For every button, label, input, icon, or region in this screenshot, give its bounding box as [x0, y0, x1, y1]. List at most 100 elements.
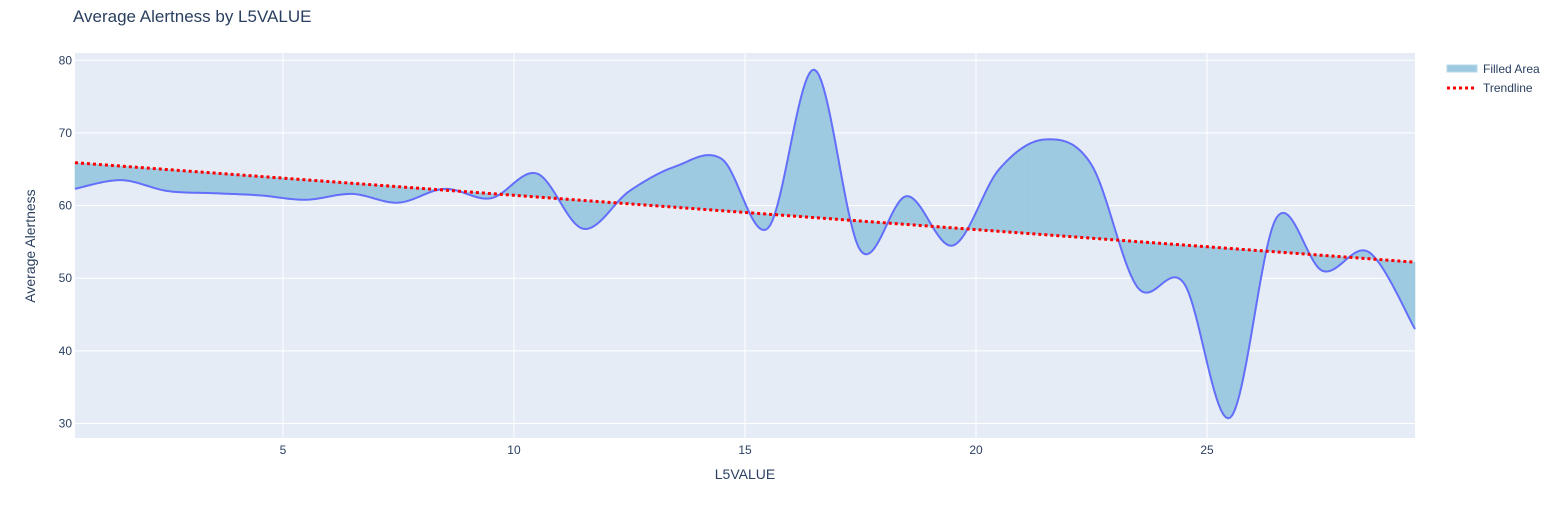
filled-area-segment — [1276, 214, 1279, 253]
filled-area-segment — [137, 166, 140, 184]
filled-area-segment — [194, 171, 198, 194]
filled-area-segment — [680, 163, 683, 209]
legend-item-trendline[interactable]: Trendline — [1447, 81, 1533, 95]
filled-area-segment — [1289, 216, 1293, 254]
filled-area-segment — [527, 172, 531, 197]
filled-area-segment — [1068, 142, 1072, 237]
filled-area-segment — [1079, 149, 1083, 238]
filled-area-segment — [1086, 157, 1090, 239]
filled-area-segment — [148, 167, 152, 188]
filled-area-segment — [358, 183, 362, 196]
filled-area-segment — [1132, 240, 1136, 285]
filled-area-segment — [224, 173, 228, 195]
filled-area-segment — [1195, 245, 1199, 324]
filled-area-segment — [236, 174, 240, 195]
filled-area-segment — [301, 179, 305, 201]
filled-area-segment — [1040, 139, 1044, 235]
filled-area-segment — [1326, 255, 1330, 272]
filled-area-segment — [576, 199, 579, 228]
y-tick-label: 60 — [59, 199, 73, 213]
filled-area-segment — [391, 185, 395, 203]
filled-area-segment — [1038, 139, 1042, 235]
filled-area-segment — [712, 154, 716, 211]
trendline-series — [74, 161, 1416, 264]
filled-area-segment — [1172, 243, 1176, 278]
filled-area-segment — [656, 172, 660, 207]
filled-area-segment — [1017, 148, 1021, 234]
legend[interactable]: Filled Area Trendline — [1446, 62, 1540, 95]
filled-area-segment — [1155, 242, 1159, 289]
filled-area-segment — [229, 173, 233, 195]
filled-area-segment — [372, 184, 376, 200]
filled-area-segment — [1406, 261, 1410, 318]
y-tick-label: 50 — [59, 271, 73, 285]
filled-area-segment — [1218, 247, 1222, 411]
filled-area-segment — [157, 168, 161, 191]
filled-area-segment — [1209, 246, 1212, 382]
filled-area-segment — [1287, 214, 1291, 254]
filled-area-segment — [338, 181, 341, 196]
filled-area-segment — [633, 185, 637, 205]
filled-area-segment — [1213, 246, 1217, 398]
filled-area-segment — [1061, 140, 1065, 237]
filled-area-segment — [187, 170, 191, 193]
filled-area-segment — [1075, 145, 1078, 238]
filled-area-segment — [1199, 245, 1203, 344]
filled-area-segment — [254, 175, 258, 196]
filled-area-segment — [522, 174, 526, 197]
filled-area-segment — [275, 177, 279, 198]
filled-area-segment — [585, 200, 589, 230]
filled-area-segment — [1015, 150, 1018, 234]
filled-area-segment — [668, 167, 672, 208]
filled-area-segment — [252, 175, 256, 196]
filled-area-segment — [1149, 242, 1152, 293]
filled-area-segment — [345, 182, 348, 195]
filled-area-segment — [726, 162, 730, 212]
filled-area-segment — [675, 165, 679, 208]
filled-area-segment — [1142, 241, 1145, 293]
filled-area-segment — [1082, 151, 1085, 238]
filled-area-segment — [1278, 212, 1282, 253]
filled-area-segment — [250, 175, 254, 196]
filled-area-segment — [1165, 243, 1169, 282]
filled-area-segment — [1063, 140, 1067, 237]
filled-area-segment — [342, 182, 346, 195]
filled-area-segment — [155, 168, 159, 190]
filled-area-segment — [1236, 248, 1240, 404]
filled-area-segment — [529, 172, 533, 197]
filled-area-segment — [1045, 139, 1048, 236]
filled-area-segment — [689, 158, 693, 209]
filled-area-segment — [312, 180, 316, 200]
filled-area-segment — [402, 186, 406, 203]
filled-area-segment — [204, 171, 207, 194]
legend-label-trendline: Trendline — [1483, 81, 1533, 95]
filled-area-segment — [862, 220, 866, 255]
filled-area-segment — [1413, 261, 1416, 331]
filled-area-segment — [174, 169, 177, 193]
filled-area-segment — [192, 171, 196, 194]
trendline — [74, 161, 1416, 264]
legend-item-filled-area[interactable]: Filled Area — [1446, 62, 1540, 76]
filled-area-segment — [901, 196, 905, 225]
filled-area-segment — [153, 168, 157, 189]
filled-area-segment — [823, 87, 827, 219]
filled-area-segment — [1035, 140, 1039, 235]
filled-area-segment — [231, 174, 235, 195]
filled-area-segment — [950, 227, 954, 247]
filled-area-segment — [1077, 147, 1081, 238]
filled-area-segment — [661, 170, 665, 207]
filled-area-segment — [1005, 158, 1009, 233]
filled-area-segment — [904, 195, 908, 225]
filled-area-segment — [698, 155, 702, 210]
filled-area-segment — [1047, 139, 1051, 236]
filled-area-segment — [666, 168, 670, 208]
filled-area-segment — [1202, 246, 1206, 353]
filled-area-segment — [116, 165, 120, 181]
filled-area-segment — [294, 178, 298, 200]
filled-area-segment — [1137, 241, 1141, 291]
filled-area-segment — [1058, 139, 1062, 237]
filled-area-segment — [1088, 160, 1092, 239]
filled-area-segment — [1010, 154, 1014, 233]
filled-area-segment — [305, 179, 309, 201]
filled-area-segment — [271, 176, 274, 198]
